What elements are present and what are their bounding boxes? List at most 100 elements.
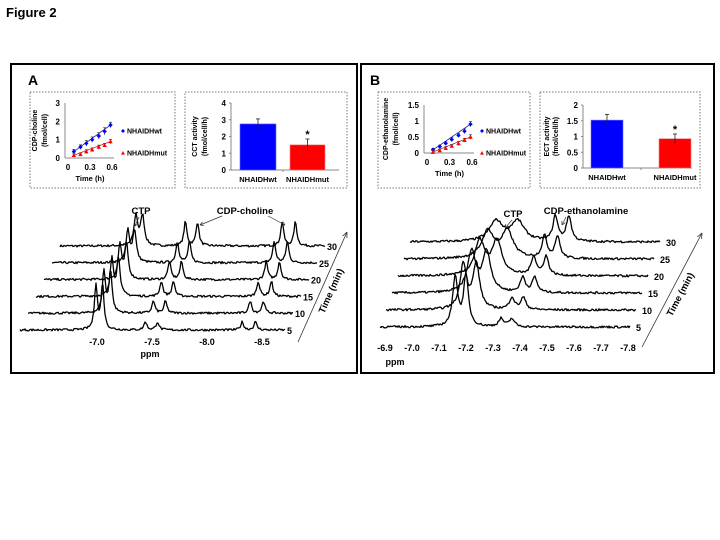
y-tick-label: 4 bbox=[222, 99, 227, 108]
panel-a-label: A bbox=[28, 72, 38, 88]
time-axis-title: Time (min) bbox=[317, 267, 347, 315]
legend-marker bbox=[121, 151, 125, 155]
time-label: 20 bbox=[654, 272, 664, 282]
time-label: 15 bbox=[648, 289, 658, 299]
data-point-NHAIDHmut bbox=[96, 144, 101, 149]
x-axis-label: Time (h) bbox=[435, 169, 465, 178]
bar-NHAIDHwt bbox=[239, 123, 277, 171]
y-tick-label: 0 bbox=[222, 166, 227, 175]
annotation-arrow bbox=[561, 216, 567, 226]
ctp-annotation: CTP bbox=[132, 206, 152, 217]
spectrum-trace-15min bbox=[35, 254, 302, 299]
spectrum-trace-5min bbox=[379, 271, 631, 329]
panel-b-nmr-spectra: 30 25 20 15 105 -6.9 -7.0 -7.1 -7.2 -7.3 -7.4 -7.5 -… bbox=[377, 206, 703, 367]
data-point-NHAIDHmut bbox=[90, 147, 95, 152]
chart-frame bbox=[29, 91, 176, 189]
time-axis-arrow bbox=[297, 231, 348, 343]
spectrum-trace-15min bbox=[391, 247, 643, 295]
x-axis-label: ppm bbox=[141, 349, 160, 359]
time-label: 5 bbox=[636, 323, 641, 333]
x-axis-label: Time (h) bbox=[75, 174, 105, 183]
arrowhead-icon bbox=[697, 232, 703, 240]
y-axis-label: ECT activity bbox=[544, 116, 551, 156]
panel-b-label: B bbox=[370, 72, 380, 88]
time-label: 25 bbox=[319, 259, 329, 269]
bar-NHAIDHwt bbox=[590, 119, 624, 169]
data-point-NHAIDHmut bbox=[71, 153, 77, 158]
spectrum-trace-10min bbox=[27, 268, 294, 315]
y-tick-label: 0 bbox=[415, 149, 420, 158]
y-tick-label: 3 bbox=[222, 116, 227, 125]
x-tick-label: 0 bbox=[425, 158, 430, 167]
data-point-NHAIDHmut bbox=[430, 149, 436, 154]
y-tick-label: 0.5 bbox=[567, 148, 579, 157]
annotation-arrow bbox=[504, 219, 513, 229]
y-axis-label: (fmol/cell) bbox=[393, 112, 400, 145]
legend-label: NHAIDHmut bbox=[486, 151, 527, 158]
arrowhead-icon bbox=[134, 221, 139, 227]
x-axis-label: ppm bbox=[386, 357, 405, 367]
x-tick-label: -7.2 bbox=[458, 343, 474, 353]
data-point-NHAIDHwt bbox=[449, 137, 454, 142]
x-tick-label: -7.6 bbox=[566, 343, 582, 353]
data-point-NHAIDHmut bbox=[443, 146, 448, 150]
ctp-annotation: CTP bbox=[504, 209, 524, 220]
legend-label: NHAIDHwt bbox=[127, 129, 163, 136]
arrowhead-icon bbox=[199, 221, 205, 226]
y-axis-label: (fmol/cell/h) bbox=[553, 117, 560, 156]
significance-marker: * bbox=[305, 129, 310, 141]
data-point-NHAIDHwt bbox=[468, 122, 473, 127]
arrowhead-icon bbox=[280, 221, 286, 226]
x-tick-label: 0 bbox=[66, 163, 71, 172]
data-point-NHAIDHwt bbox=[456, 133, 461, 138]
bar-NHAIDHmut bbox=[289, 144, 326, 171]
time-axis-arrow bbox=[641, 232, 703, 348]
x-category-label: NHAIDHwt bbox=[239, 175, 277, 184]
x-tick-label: -8.5 bbox=[254, 337, 270, 347]
figure-title: Figure 2 bbox=[6, 5, 57, 20]
cdp-choline-annotation: CDP-choline bbox=[217, 206, 273, 217]
data-point-NHAIDHwt bbox=[437, 144, 442, 149]
y-axis-label: (fmol/cell/h) bbox=[202, 117, 209, 156]
data-point-NHAIDHwt bbox=[443, 141, 448, 146]
x-tick-label: 0.6 bbox=[466, 158, 478, 167]
x-tick-label: -7.0 bbox=[404, 343, 420, 353]
chart-frame bbox=[377, 91, 531, 189]
y-tick-label: 1.5 bbox=[567, 117, 579, 126]
annotation-arrow bbox=[199, 215, 223, 226]
data-point-NHAIDHwt bbox=[71, 149, 77, 154]
legend-label: NHAIDHwt bbox=[486, 129, 522, 136]
data-point-NHAIDHmut bbox=[456, 141, 461, 146]
panel-b-frame bbox=[360, 63, 715, 374]
y-axis-label: CDP-choline bbox=[32, 110, 39, 152]
time-label: 15 bbox=[303, 292, 313, 302]
y-tick-label: 1 bbox=[56, 136, 61, 145]
data-point-NHAIDHwt bbox=[84, 141, 89, 146]
y-tick-label: 3 bbox=[56, 99, 61, 108]
data-point-NHAIDHmut bbox=[84, 149, 89, 154]
bar-NHAIDHmut bbox=[658, 138, 692, 169]
x-tick-label: 0.3 bbox=[444, 158, 456, 167]
y-tick-label: 1.5 bbox=[408, 101, 420, 110]
annotation-arrow bbox=[134, 216, 140, 227]
x-tick-label: -7.1 bbox=[431, 343, 447, 353]
legend-marker bbox=[121, 129, 125, 133]
arrowhead-icon bbox=[342, 231, 348, 239]
cdp-ethanolamine-annotation: CDP-ethanolamine bbox=[544, 206, 628, 217]
spectrum-trace-25min bbox=[403, 227, 655, 261]
legend-label: NHAIDHmut bbox=[127, 151, 168, 158]
x-tick-label: -7.3 bbox=[485, 343, 501, 353]
data-point-NHAIDHwt bbox=[462, 129, 467, 134]
panel-a-nmr-spectra: 30 25 20 15 105 -7.0 -7.5 -8.0 -8.5 ppm Time (min)… bbox=[19, 206, 348, 359]
spectrum-trace-25min bbox=[52, 226, 318, 265]
data-point-NHAIDHwt bbox=[102, 129, 107, 134]
data-point-NHAIDHmut bbox=[78, 152, 83, 157]
data-point-NHAIDHmut bbox=[102, 142, 107, 147]
time-label: 10 bbox=[642, 306, 652, 316]
x-category-label: NHAIDHmut bbox=[286, 175, 329, 184]
x-tick-label: -7.8 bbox=[620, 343, 636, 353]
significance-marker: * bbox=[673, 124, 678, 136]
legend-marker bbox=[480, 151, 484, 155]
x-tick-label: -7.0 bbox=[89, 337, 105, 347]
time-label: 20 bbox=[311, 276, 321, 286]
